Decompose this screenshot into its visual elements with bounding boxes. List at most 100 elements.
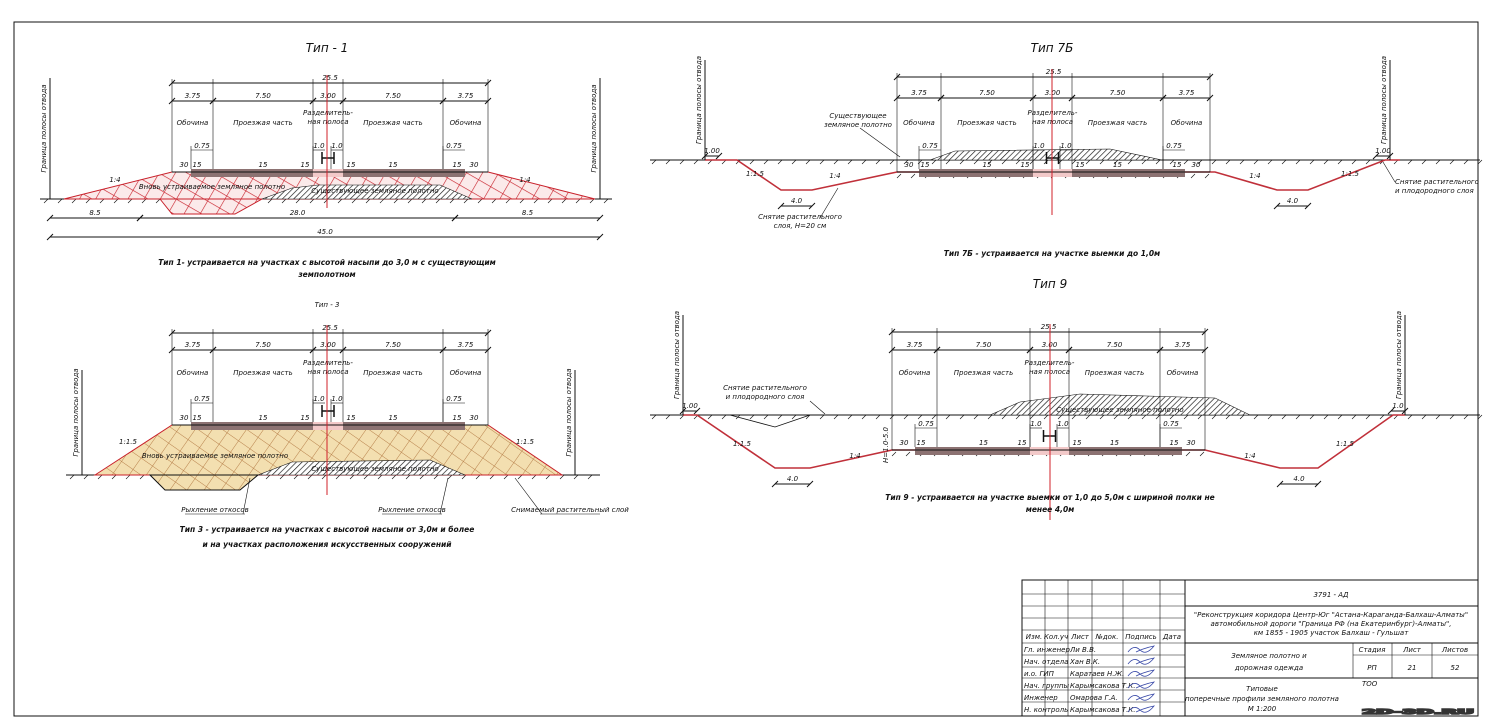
right-of-way-boundary: Граница полосы отвода [673, 311, 684, 415]
signature-icon [1127, 681, 1155, 689]
note-new-embankment: Вновь устраиваемое земляное полотно [139, 183, 285, 191]
zone-label: Проезжая часть [957, 119, 1017, 127]
ground-tick [1141, 414, 1147, 420]
cross-slope-value: 30 [180, 414, 189, 422]
dimension-value: 25.5 [322, 324, 338, 332]
ground-tick [1295, 414, 1301, 420]
ground-tick [1057, 414, 1063, 420]
ground-tick [363, 474, 369, 480]
ground-tick [377, 474, 383, 480]
ground-tick [1015, 414, 1021, 420]
ground-tick [1197, 414, 1203, 420]
ground-tick [1015, 159, 1021, 165]
part-width-dimension: 3.75 [1156, 341, 1209, 354]
leader-line [242, 477, 251, 515]
part-width-dimension: 3.75 [168, 341, 217, 354]
ground-tick [1127, 414, 1133, 420]
section-type-7b: Тип 7Б 25.5 3.75 7.50 3.00 7.50 3.75 Обочина Про… [650, 41, 1483, 258]
ground-tick [435, 198, 441, 204]
ground-tick [475, 474, 481, 480]
small-dimension-value: 1.0 [1030, 420, 1042, 428]
cross-slope-value: 15 [193, 414, 202, 422]
ground-tick [405, 474, 411, 480]
dimension-tick [46, 214, 54, 222]
ground-tick [973, 414, 979, 420]
dimension-tick [451, 214, 459, 222]
ground-tick [1099, 159, 1105, 165]
stripping-fill [158, 198, 264, 215]
dimension-value: 3.00 [320, 341, 336, 349]
dimension-value: 7.50 [385, 341, 401, 349]
ground-tick [447, 474, 453, 480]
dimension-tick [596, 214, 604, 222]
ground-tick [1169, 159, 1175, 165]
staff-name: Карымсакова Т.К. [1070, 682, 1136, 690]
part-width-dimension: 7.50 [339, 92, 447, 105]
ground-tick [559, 474, 565, 480]
slope-label: 1:1.5 [516, 438, 534, 446]
small-dimension-value: 1.0 [313, 395, 325, 403]
ground-tick [393, 198, 399, 204]
ground-tick [1281, 159, 1287, 165]
ground-tick [1463, 159, 1469, 165]
ground-tick [763, 414, 769, 420]
ground-tick [57, 198, 63, 204]
section-caption: Тип 7Б - устраивается на участке выемки … [944, 249, 1160, 258]
ground-tick [1351, 159, 1357, 165]
zone-label: Проезжая часть [954, 369, 1014, 377]
zone-label: Обочина [899, 369, 931, 377]
slope-label: 1:4 [849, 452, 860, 460]
ground-tick [749, 159, 755, 165]
ground-tick [1225, 159, 1231, 165]
part-width-dimension: 3.75 [893, 89, 945, 102]
cross-slope-value: 15 [347, 414, 356, 422]
ground-tick [1211, 414, 1217, 420]
ground-tick [707, 414, 713, 420]
zone-label: Проезжая часть [1088, 119, 1148, 127]
dimension-tick [1273, 202, 1281, 210]
ground-tick [433, 474, 439, 480]
pavement-left [915, 447, 1030, 455]
slope-label: 1:4 [829, 172, 840, 180]
leader-note: Снимаемый растительный слой [511, 506, 629, 514]
part-width-dimension: 7.50 [209, 92, 317, 105]
zone-label: Обочина [177, 119, 209, 127]
zone-label: Обочина [177, 369, 209, 377]
ground-tick [896, 173, 902, 179]
total-width-dimension: 25.5 [893, 68, 1214, 81]
ground-tick [99, 198, 105, 204]
table-header: Кол.уч [1044, 633, 1068, 641]
cross-slope-value: 15 [389, 414, 398, 422]
ground-tick [83, 474, 89, 480]
cross-slope-value: 30 [905, 161, 914, 169]
cross-slope-value: 15 [259, 161, 268, 169]
ground-tick [155, 198, 161, 204]
table-header: Изм. [1026, 633, 1042, 641]
ground-tick [1113, 159, 1119, 165]
ground-tick [1197, 159, 1203, 165]
median-label: Разделитель- [303, 109, 353, 117]
dimension-value: 3.75 [1179, 89, 1195, 97]
cross-slope-value: 15 [1173, 161, 1182, 169]
ground-tick [749, 414, 755, 420]
stage-value: 52 [1451, 664, 1460, 672]
bottom-dimension: 8.5 [451, 209, 604, 222]
ground-tick [819, 414, 825, 420]
ground-tick [349, 474, 355, 480]
ground-tick [1421, 414, 1427, 420]
leader-line [514, 477, 543, 515]
section-caption: менее 4,0м [1026, 505, 1075, 514]
roadway-dimensions: 25.5 3.75 7.50 3.00 7.50 3.75 Обочина Проезжая … [893, 68, 1214, 215]
slope-label: 1:1.5 [1341, 170, 1359, 178]
title-block-frame [1021, 579, 1479, 717]
dimension-value: 8.5 [522, 209, 534, 217]
ground-tick [651, 414, 657, 420]
leader-line [439, 477, 449, 515]
ground-tick [931, 159, 937, 165]
dimension-value: 25.5 [322, 74, 338, 82]
stripping-line [729, 414, 811, 428]
part-width-dimension: 7.50 [1065, 341, 1164, 354]
dimension-tick [1314, 480, 1322, 488]
